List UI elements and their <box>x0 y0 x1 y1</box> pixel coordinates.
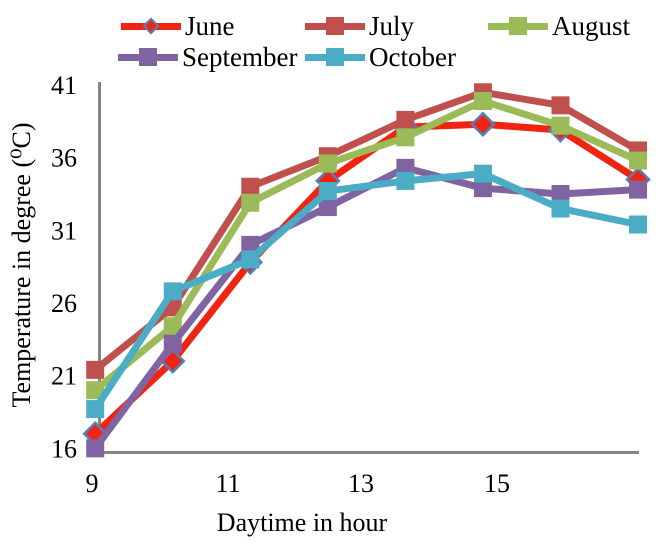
august-line <box>92 97 640 393</box>
july-marker <box>241 177 260 196</box>
y-tick-label: 26 <box>51 289 77 318</box>
legend-label-august: August <box>552 10 631 41</box>
september-marker <box>551 184 570 203</box>
legend-item-august: August <box>488 10 631 41</box>
y-tick-label: 31 <box>51 216 77 245</box>
legend-item-july: July <box>305 10 415 41</box>
august-marker <box>473 91 492 110</box>
october-line-icon <box>305 45 365 69</box>
september-marker <box>163 334 182 353</box>
october-marker <box>473 164 492 183</box>
october-marker <box>551 199 570 218</box>
june-line-icon <box>121 14 181 38</box>
october-marker <box>629 215 648 234</box>
september-marker <box>318 198 337 217</box>
y-tick-label: 21 <box>51 362 77 391</box>
y-tick-label: 16 <box>51 434 77 463</box>
legend-item-september: September <box>118 41 298 72</box>
x-tick-label: 9 <box>86 469 99 498</box>
september-line-icon <box>118 45 178 69</box>
x-tick-label: 13 <box>348 469 374 498</box>
y-tick-label: 41 <box>51 71 77 100</box>
july-marker <box>396 110 415 129</box>
august-marker <box>163 317 182 336</box>
october-marker <box>241 250 260 269</box>
september-marker <box>241 235 260 254</box>
september-marker <box>629 180 648 199</box>
august-line-icon <box>488 14 548 38</box>
legend-label-july: July <box>369 10 415 41</box>
y-axis-title: Temperature in degree (⁰C) <box>7 122 36 408</box>
y-tick-label: 36 <box>51 144 77 173</box>
legend-item-october: October <box>305 41 456 72</box>
july-marker <box>551 96 570 115</box>
august-marker <box>86 381 105 400</box>
august-marker <box>241 193 260 212</box>
august-marker <box>551 116 570 135</box>
x-tick-label: 11 <box>215 469 240 498</box>
legend-label-june: June <box>185 10 235 41</box>
legend-item-june: June <box>121 10 235 41</box>
july-line-icon <box>305 14 365 38</box>
legend: June July August September October <box>0 0 666 72</box>
october-marker <box>163 282 182 301</box>
july-marker <box>86 360 105 379</box>
october-marker <box>86 400 105 419</box>
october-marker <box>396 171 415 190</box>
june-marker <box>470 111 496 138</box>
x-tick-label: 15 <box>484 469 510 498</box>
june-line <box>92 120 640 437</box>
legend-label-october: October <box>369 41 456 72</box>
september-marker <box>473 179 492 198</box>
october-marker <box>318 182 337 201</box>
x-axis-title: Daytime in hour <box>216 508 388 537</box>
october-line <box>92 170 639 412</box>
september-marker <box>86 439 105 458</box>
august-marker <box>629 151 648 170</box>
legend-label-september: September <box>182 41 298 72</box>
august-marker <box>318 154 337 173</box>
august-marker <box>396 128 415 147</box>
